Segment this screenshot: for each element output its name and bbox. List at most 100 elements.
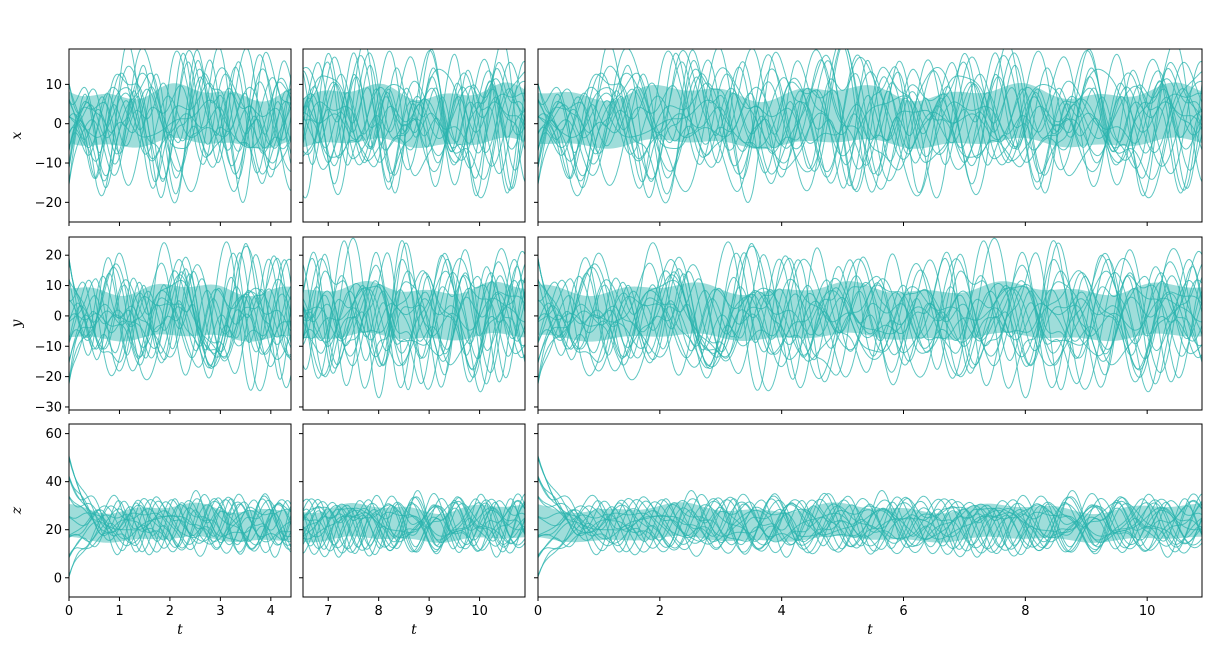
trajectory-line-x <box>69 49 291 197</box>
x-tick-label: 10 <box>471 604 488 619</box>
panel-y-3 <box>534 236 1203 414</box>
trajectory-line-x <box>303 56 525 168</box>
trajectory-line-z <box>69 503 291 554</box>
trajectory-line-x <box>69 49 291 204</box>
axes-frame <box>68 48 292 223</box>
trajectory-line-z <box>538 498 1202 550</box>
trajectory-line-z <box>303 493 525 555</box>
trajectory-line-z <box>538 504 1202 578</box>
trajectory-line-y <box>538 259 1202 366</box>
trajectory-line-z <box>538 492 1202 557</box>
x-tick-label: 2 <box>656 604 664 619</box>
y-axis-label: x <box>9 131 25 139</box>
trajectory-line-x <box>69 49 291 193</box>
y-tick-label: −20 <box>35 196 62 211</box>
y-tick-label: 0 <box>54 309 62 324</box>
trajectory-line-z <box>303 493 525 557</box>
trajectory-line-y <box>303 249 525 368</box>
trajectory-line-y <box>303 257 525 383</box>
trajectory-line-z <box>303 490 525 558</box>
trajectory-line-x <box>69 49 291 199</box>
trajectory-line-z <box>303 499 525 553</box>
y-tick-label: 10 <box>45 78 62 93</box>
trajectory-line-z <box>69 475 291 542</box>
axes-frame <box>302 423 526 598</box>
panel-y-1: −30 −20 −10 0 10 20 y <box>9 236 292 415</box>
trajectory-line-y <box>538 237 1202 399</box>
axes-frame <box>68 236 292 411</box>
axes-frame <box>68 423 292 598</box>
x-axis-label: t <box>867 622 873 638</box>
x-tick-label: 10 <box>1139 604 1156 619</box>
trajectory-line-x <box>303 50 525 199</box>
trajectory-line-z <box>69 499 291 551</box>
trajectory-line-x <box>303 49 525 196</box>
y-tick-label: −30 <box>35 400 62 415</box>
trajectory-line-z <box>538 501 1202 549</box>
x-tick-label: 2 <box>166 604 174 619</box>
trajectory-line-x <box>538 59 1202 184</box>
trajectory-line-y <box>69 288 291 384</box>
trajectory-line-z <box>69 496 291 577</box>
y-axis-label: z <box>9 506 25 515</box>
trajectory-line-x <box>538 49 1202 185</box>
trajectory-line-z <box>69 495 291 549</box>
trajectory-line-x <box>69 49 291 183</box>
trajectory-line-y <box>303 270 525 367</box>
axes-frame <box>537 423 1203 598</box>
trajectory-line-z <box>69 489 291 558</box>
x-tick-label: 0 <box>65 604 73 619</box>
trajectory-line-x <box>538 49 1202 199</box>
axes-frame <box>537 48 1203 223</box>
trajectory-line-y <box>303 240 525 383</box>
y-tick-label: 10 <box>45 279 62 294</box>
trajectory-line-x <box>303 55 525 170</box>
trajectory-line-x <box>538 49 1202 188</box>
trajectory-line-z <box>538 496 1202 577</box>
trajectory-line-y <box>69 257 291 380</box>
trajectory-line-y <box>69 242 291 389</box>
trajectory-line-z <box>538 495 1202 556</box>
y-tick-label: −10 <box>35 340 62 355</box>
trajectory-line-x <box>303 52 525 176</box>
x-axis-label: t <box>177 622 183 638</box>
x-tick-label: 7 <box>324 604 332 619</box>
trajectory-line-z <box>303 495 525 553</box>
axes-frame <box>302 48 526 223</box>
trajectory-line-y <box>303 258 525 370</box>
trajectory-line-z <box>538 455 1202 555</box>
trajectory-line-y <box>303 237 525 399</box>
trajectory-line-z <box>303 496 525 554</box>
x-tick-label: 6 <box>899 604 907 619</box>
x-tick-label: 8 <box>1021 604 1029 619</box>
y-tick-label: 20 <box>45 249 62 264</box>
panel-x-2 <box>299 48 526 226</box>
x-tick-label: 1 <box>115 604 123 619</box>
panel-x-3 <box>534 48 1203 226</box>
trajectory-line-y <box>69 256 291 383</box>
trajectory-line-y <box>538 258 1202 370</box>
panel-y-2 <box>299 236 526 414</box>
trajectory-line-x <box>69 68 291 192</box>
trajectory-line-y <box>538 252 1202 383</box>
trajectory-line-z <box>538 489 1202 558</box>
trajectory-line-z <box>538 493 1202 556</box>
panel-z-3: 0 2 4 6 8 10 t <box>534 423 1203 638</box>
trajectory-line-x <box>69 50 291 189</box>
trajectory-line-x <box>303 58 525 191</box>
x-tick-label: 4 <box>778 604 786 619</box>
x-tick-label: 4 <box>267 604 275 619</box>
trajectory-line-z <box>69 457 291 551</box>
trajectory-line-x <box>303 61 525 189</box>
y-axis-label: y <box>9 318 25 328</box>
x-tick-label: 3 <box>216 604 224 619</box>
spread-band-x <box>69 83 291 149</box>
x-tick-label: 8 <box>375 604 383 619</box>
y-tick-label: 0 <box>54 117 62 132</box>
trajectory-line-x <box>538 52 1202 195</box>
trajectory-line-z <box>303 498 525 550</box>
trajectory-line-x <box>69 59 291 195</box>
trajectory-line-y <box>69 252 291 392</box>
